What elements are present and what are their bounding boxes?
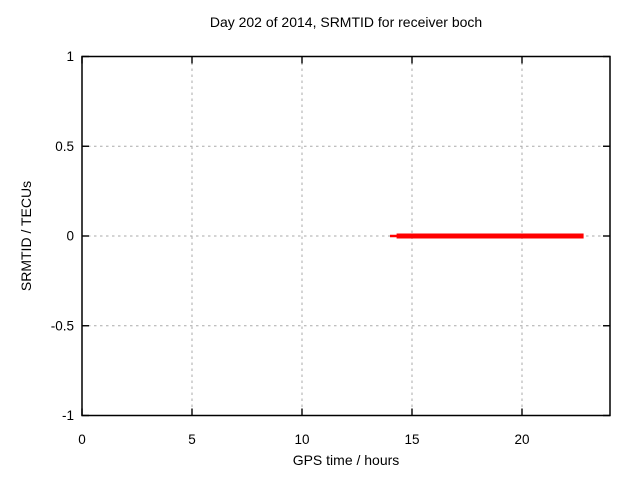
- y-tick-label: 0: [66, 229, 74, 244]
- x-tick-label: 0: [78, 432, 86, 447]
- x-tick-label: 15: [404, 432, 419, 447]
- y-tick-label: -0.5: [51, 318, 74, 333]
- y-tick-label: 1: [66, 49, 74, 64]
- x-tick-label: 20: [514, 432, 529, 447]
- chart-title: Day 202 of 2014, SRMTID for receiver boc…: [209, 14, 483, 30]
- y-axis-label: SRMTID / TECUs: [18, 180, 34, 292]
- x-tick-label: 10: [294, 432, 309, 447]
- x-tick-label: 5: [188, 432, 196, 447]
- x-axis-label: GPS time / hours: [292, 452, 400, 468]
- y-tick-label: 0.5: [55, 139, 74, 154]
- y-tick-label: -1: [62, 408, 74, 423]
